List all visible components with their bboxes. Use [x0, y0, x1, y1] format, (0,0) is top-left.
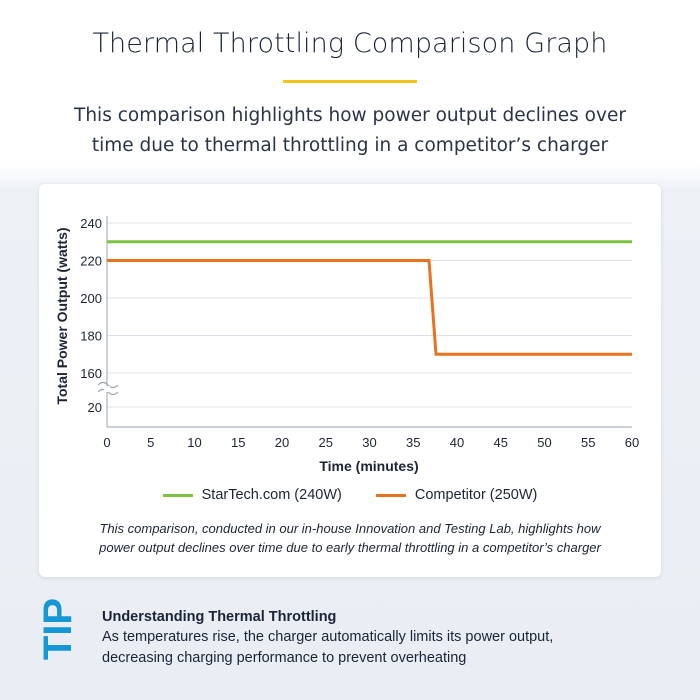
legend-swatch-startech — [162, 493, 193, 497]
legend-item-competitor: Competitor (250W) — [375, 487, 538, 503]
chart-series — [107, 240, 632, 356]
x-tick-label: 30 — [362, 435, 376, 450]
x-tick-label: 55 — [581, 435, 595, 450]
x-tick-label: 5 — [147, 435, 154, 450]
footnote-line-1: This comparison, conducted in our in-hou… — [99, 521, 601, 536]
legend-swatch-competitor — [375, 493, 406, 497]
axis-break-gap — [104, 386, 110, 392]
page-subtitle: This comparison highlights how power out… — [50, 101, 650, 161]
tip-badge-text: TIP — [36, 598, 79, 660]
x-tick-label: 45 — [494, 435, 508, 450]
x-tick-label: 35 — [406, 435, 420, 450]
y-tick-label: 160 — [80, 366, 102, 381]
legend-label-startech: StarTech.com (240W) — [201, 487, 342, 503]
subtitle-line-2: time due to thermal throttling in a comp… — [91, 135, 609, 156]
title-underline — [283, 80, 417, 83]
y-tick-label: 200 — [80, 291, 102, 306]
legend-item-startech: StarTech.com (240W) — [162, 487, 342, 503]
x-tick-label: 50 — [537, 435, 551, 450]
y-tick-label: 20 — [88, 400, 102, 415]
legend-label-competitor: Competitor (250W) — [414, 487, 538, 503]
y-axis-label: Total Power Output (watts) — [54, 227, 70, 404]
tip-heading: Understanding Thermal Throttling — [102, 609, 337, 625]
series-line-competitor — [107, 259, 632, 356]
chart-legend: StarTech.com (240W) Competitor (250W) — [0, 487, 700, 503]
x-tick-label: 40 — [450, 435, 464, 450]
x-tick-label: 60 — [625, 435, 639, 450]
footnote-line-2: power output declines over time due to e… — [99, 540, 601, 555]
y-tick-label: 180 — [80, 329, 102, 344]
chart-axes — [97, 216, 632, 428]
subtitle-line-1: This comparison highlights how power out… — [74, 105, 626, 126]
chart-card — [39, 184, 661, 577]
y-tick-label: 240 — [80, 216, 102, 231]
x-tick-label: 15 — [231, 435, 245, 450]
chart-footnote: This comparison, conducted in our in-hou… — [80, 519, 620, 557]
page-title: Thermal Throttling Comparison Graph — [92, 28, 608, 59]
tip-body-line-1: As temperatures rise, the charger automa… — [102, 629, 554, 645]
x-tick-label: 25 — [319, 435, 333, 450]
x-axis-label: Time (minutes) — [319, 458, 418, 474]
x-tick-label: 10 — [187, 435, 201, 450]
x-tick-label: 20 — [275, 435, 289, 450]
axis-break-mark — [97, 381, 119, 389]
tip-body: As temperatures rise, the charger automa… — [102, 627, 662, 669]
chart-grid — [107, 222, 632, 408]
y-tick-label: 220 — [80, 254, 102, 269]
tip-badge: TIP — [36, 598, 79, 660]
x-tick-label: 0 — [103, 435, 110, 450]
tip-body-line-2: decreasing charging performance to preve… — [102, 650, 467, 666]
